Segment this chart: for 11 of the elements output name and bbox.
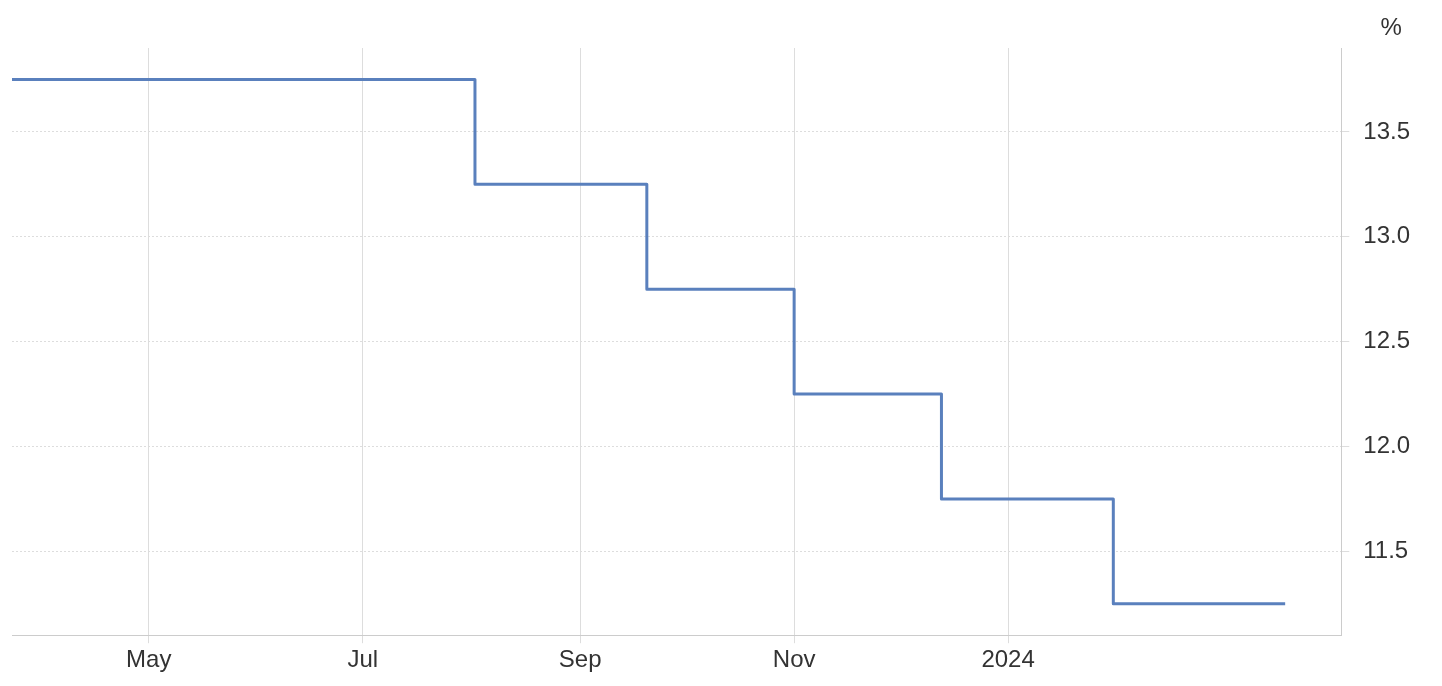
x-tick-label: Jul <box>347 645 379 673</box>
x-tick-label: 2024 <box>981 645 1035 673</box>
x-tick-label: Sep <box>558 645 602 673</box>
x-tick-label: Nov <box>772 645 816 673</box>
y-tick-label: 12.5 <box>1363 326 1411 354</box>
y-tick-label: 12.0 <box>1363 431 1411 459</box>
x-tick-label: May <box>126 645 172 673</box>
y-tick-label: 11.5 <box>1363 535 1409 563</box>
y-tick-label: 13.5 <box>1363 116 1411 144</box>
y-axis-title: % <box>1380 12 1402 40</box>
y-tick-label: 13.0 <box>1363 221 1411 249</box>
